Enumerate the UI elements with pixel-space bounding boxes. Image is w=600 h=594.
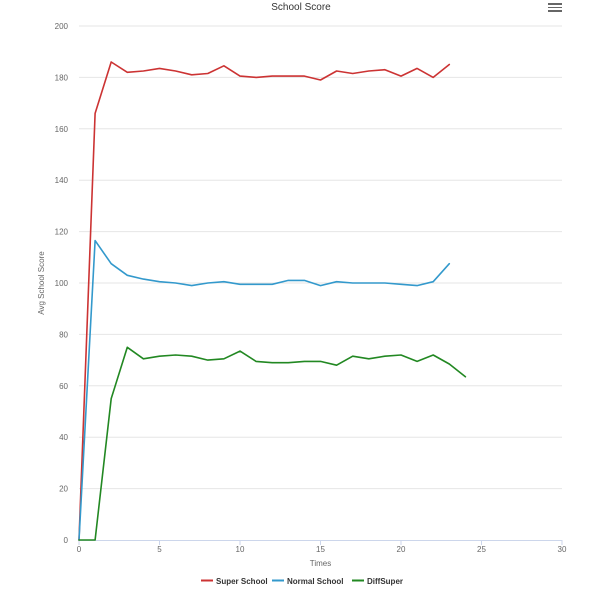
hamburger-menu-icon[interactable]	[548, 1, 562, 13]
y-tick-label: 120	[55, 228, 69, 237]
grid-lines	[79, 25, 562, 490]
y-tick-label: 200	[55, 22, 69, 31]
legend-label: DiffSuper	[367, 577, 403, 586]
legend-item-diffsuper[interactable]: DiffSuper	[352, 577, 403, 586]
series-line-normal-school[interactable]	[78, 239, 451, 541]
y-tick-label: 60	[59, 382, 68, 391]
x-axis-tick-labels: 0 5 10 15 20 25 30	[77, 540, 567, 554]
x-tick-label: 0	[77, 545, 82, 554]
series-line-super-school[interactable]	[78, 61, 451, 541]
y-tick-label: 160	[55, 125, 69, 134]
x-tick-label: 15	[316, 545, 325, 554]
y-tick-label: 80	[59, 330, 68, 339]
y-tick-label: 180	[55, 73, 69, 82]
legend-item-super-school[interactable]: Super School	[201, 577, 268, 586]
y-tick-label: 20	[59, 485, 68, 494]
y-axis-tick-labels: 0 20 40 60 80 100 120 140 160 180 200	[55, 22, 69, 545]
legend-label: Super School	[216, 577, 268, 586]
chart-title: School Score	[271, 2, 331, 13]
y-axis-label: Avg School Score	[37, 251, 46, 315]
y-tick-label: 140	[55, 176, 69, 185]
x-axis-label: Times	[310, 559, 331, 568]
x-tick-label: 25	[477, 545, 486, 554]
x-tick-label: 30	[558, 545, 567, 554]
series-line-diffsuper[interactable]	[78, 346, 467, 541]
y-tick-label: 40	[59, 433, 68, 442]
x-tick-label: 5	[157, 545, 162, 554]
legend: Super School Normal School DiffSuper	[201, 577, 403, 586]
y-tick-label: 0	[64, 536, 69, 545]
x-tick-label: 10	[236, 545, 245, 554]
legend-label: Normal School	[287, 577, 343, 586]
legend-item-normal-school[interactable]: Normal School	[272, 577, 343, 586]
y-tick-label: 100	[55, 279, 69, 288]
x-tick-label: 20	[397, 545, 406, 554]
series-layer	[78, 61, 467, 541]
